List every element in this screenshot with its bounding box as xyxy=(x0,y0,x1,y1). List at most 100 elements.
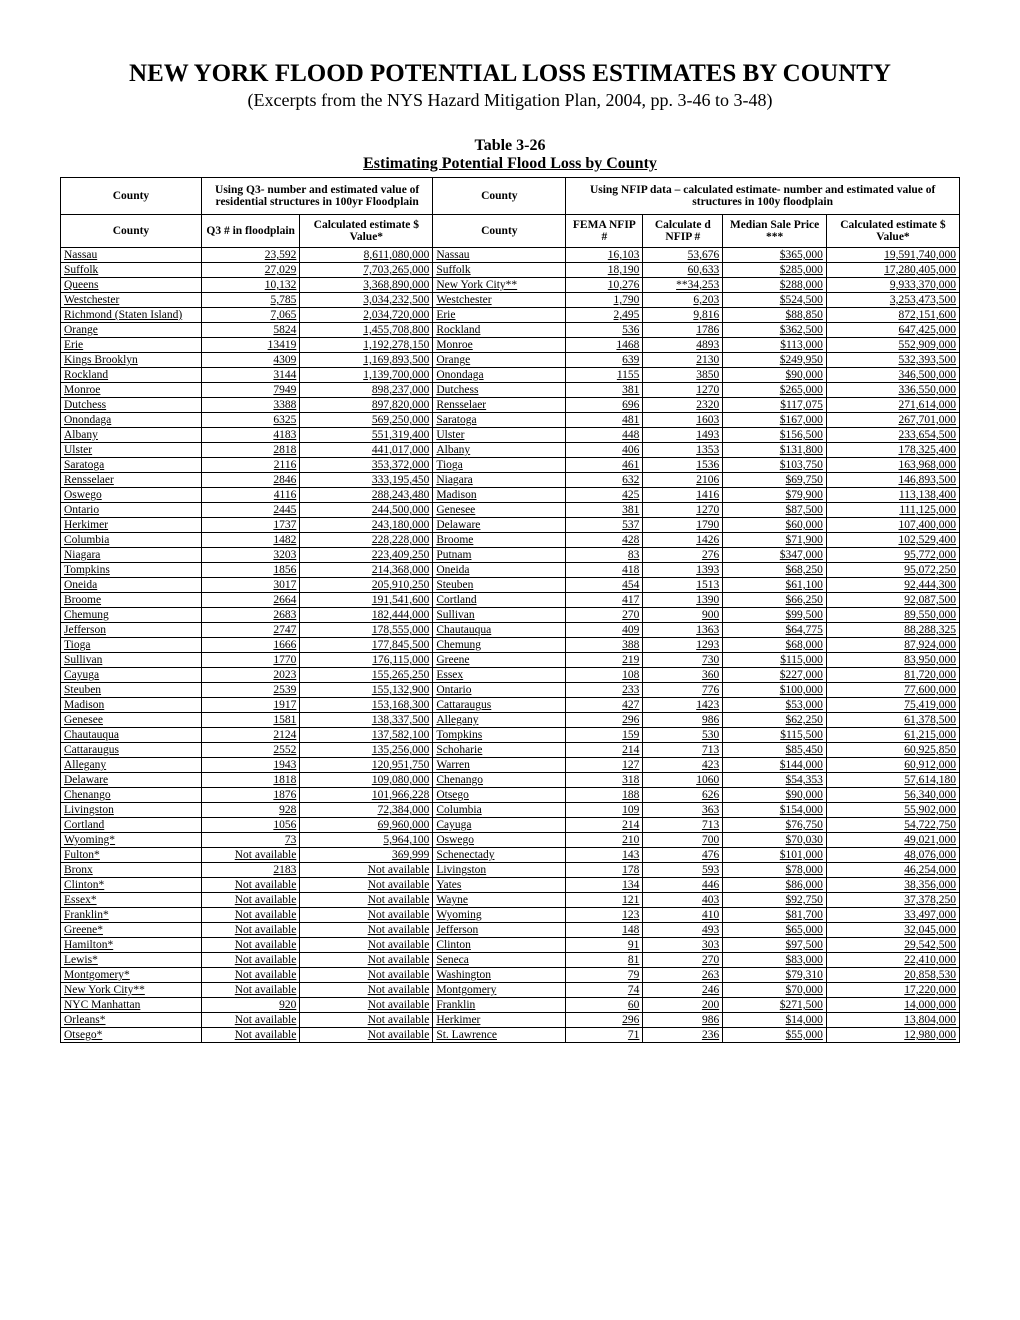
table-cell: 1493 xyxy=(643,428,723,443)
table-cell: 271,614,000 xyxy=(826,398,959,413)
table-cell: 236 xyxy=(643,1028,723,1043)
table-cell: 16,103 xyxy=(566,248,643,263)
table-cell: 1056 xyxy=(201,818,299,833)
table-cell: Monroe xyxy=(433,338,566,353)
table-cell: 900 xyxy=(643,608,723,623)
table-cell: 1737 xyxy=(201,518,299,533)
table-cell: 425 xyxy=(566,488,643,503)
table-cell: 2539 xyxy=(201,683,299,698)
table-cell: 2124 xyxy=(201,728,299,743)
sub-calcd: Calculate d NFIP # xyxy=(643,215,723,248)
table-cell: 1293 xyxy=(643,638,723,653)
table-cell: 13,804,000 xyxy=(826,1013,959,1028)
table-row: Oneida3017205,910,250Steuben4541513$61,1… xyxy=(61,578,960,593)
hdr-nfip-block: Using NFIP data – calculated estimate- n… xyxy=(566,178,960,215)
table-cell: Not available xyxy=(300,878,433,893)
table-cell: 2,034,720,000 xyxy=(300,308,433,323)
table-cell: 551,319,400 xyxy=(300,428,433,443)
page-title: NEW YORK FLOOD POTENTIAL LOSS ESTIMATES … xyxy=(60,60,960,88)
table-cell: $60,000 xyxy=(723,518,827,533)
table-cell: 4116 xyxy=(201,488,299,503)
table-row: Niagara3203223,409,250Putnam83276$347,00… xyxy=(61,548,960,563)
table-cell: 223,409,250 xyxy=(300,548,433,563)
table-cell: 60,912,000 xyxy=(826,758,959,773)
table-cell: $154,000 xyxy=(723,803,827,818)
table-cell: 2552 xyxy=(201,743,299,758)
table-cell: 1423 xyxy=(643,698,723,713)
table-cell: 107,400,000 xyxy=(826,518,959,533)
table-row: Herkimer1737243,180,000Delaware5371790$6… xyxy=(61,518,960,533)
table-cell: 2116 xyxy=(201,458,299,473)
table-cell: 95,772,000 xyxy=(826,548,959,563)
table-row: Suffolk27,0297,703,265,000Suffolk18,1906… xyxy=(61,263,960,278)
hdr-county-left: County xyxy=(61,178,202,215)
table-row: Cattaraugus2552135,256,000Schoharie21471… xyxy=(61,743,960,758)
table-cell: 55,902,000 xyxy=(826,803,959,818)
table-cell: Schenectady xyxy=(433,848,566,863)
table-cell: $117,075 xyxy=(723,398,827,413)
table-row: Montgomery*Not availableNot availableWas… xyxy=(61,968,960,983)
table-cell: Delaware xyxy=(433,518,566,533)
table-cell: NYC Manhattan xyxy=(61,998,202,1013)
table-cell: Broome xyxy=(61,593,202,608)
table-cell: 7,703,265,000 xyxy=(300,263,433,278)
table-cell: Madison xyxy=(433,488,566,503)
table-cell: 537 xyxy=(566,518,643,533)
table-cell: 73 xyxy=(201,833,299,848)
table-row: Dutchess3388897,820,000Rensselaer6962320… xyxy=(61,398,960,413)
table-body: Nassau23,5928,611,080,000Nassau16,10353,… xyxy=(61,248,960,1043)
table-cell: 81,720,000 xyxy=(826,668,959,683)
table-row: Erie134191,192,278,150Monroe14684893$113… xyxy=(61,338,960,353)
table-cell: Not available xyxy=(300,968,433,983)
table-cell: Albany xyxy=(433,443,566,458)
table-cell: 2846 xyxy=(201,473,299,488)
table-cell: Steuben xyxy=(433,578,566,593)
table-cell: 593 xyxy=(643,863,723,878)
table-cell: 17,220,000 xyxy=(826,983,959,998)
table-cell: 3,253,473,500 xyxy=(826,293,959,308)
table-cell: $83,000 xyxy=(723,953,827,968)
table-row: Essex*Not availableNot availableWayne121… xyxy=(61,893,960,908)
table-cell: 163,968,000 xyxy=(826,458,959,473)
table-cell: 1770 xyxy=(201,653,299,668)
table-cell: $76,750 xyxy=(723,818,827,833)
table-cell: Westchester xyxy=(433,293,566,308)
table-cell: 214,368,000 xyxy=(300,563,433,578)
table-cell: Chemung xyxy=(61,608,202,623)
table-cell: 143 xyxy=(566,848,643,863)
table-cell: Genesee xyxy=(433,503,566,518)
table-cell: 406 xyxy=(566,443,643,458)
table-cell: 92,087,500 xyxy=(826,593,959,608)
table-cell: 1581 xyxy=(201,713,299,728)
table-cell: Tioga xyxy=(61,638,202,653)
table-cell: Not available xyxy=(201,1028,299,1043)
table-row: NYC Manhattan920Not availableFranklin602… xyxy=(61,998,960,1013)
table-cell: 53,676 xyxy=(643,248,723,263)
table-cell: 920 xyxy=(201,998,299,1013)
table-cell: 178,325,400 xyxy=(826,443,959,458)
table-cell: 1,169,893,500 xyxy=(300,353,433,368)
table-cell: 32,045,000 xyxy=(826,923,959,938)
table-cell: 17,280,405,000 xyxy=(826,263,959,278)
table-cell: Madison xyxy=(61,698,202,713)
table-cell: 333,195,450 xyxy=(300,473,433,488)
table-cell: 48,076,000 xyxy=(826,848,959,863)
table-cell: 4309 xyxy=(201,353,299,368)
table-cell: 3388 xyxy=(201,398,299,413)
table-cell: 127 xyxy=(566,758,643,773)
table-cell: Dutchess xyxy=(433,383,566,398)
table-cell: Wayne xyxy=(433,893,566,908)
table-cell: 188 xyxy=(566,788,643,803)
table-cell: 3,368,890,000 xyxy=(300,278,433,293)
table-cell: Ulster xyxy=(433,428,566,443)
table-cell: $288,000 xyxy=(723,278,827,293)
table-cell: 1666 xyxy=(201,638,299,653)
table-cell: $85,450 xyxy=(723,743,827,758)
table-cell: 696 xyxy=(566,398,643,413)
table-cell: $55,000 xyxy=(723,1028,827,1043)
table-cell: Erie xyxy=(61,338,202,353)
table-cell: 1917 xyxy=(201,698,299,713)
table-cell: Cortland xyxy=(433,593,566,608)
table-cell: Richmond (Staten Island) xyxy=(61,308,202,323)
table-cell: 1155 xyxy=(566,368,643,383)
